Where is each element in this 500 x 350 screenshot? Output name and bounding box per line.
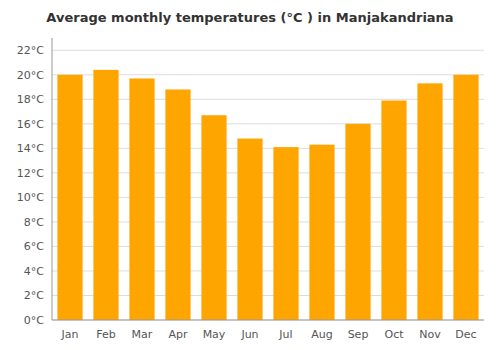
bar: [273, 147, 298, 320]
y-tick-label: 8°C: [24, 216, 44, 229]
x-tick-label: Jan: [61, 328, 79, 341]
y-tick-label: 20°C: [17, 69, 44, 82]
bar: [129, 78, 154, 320]
chart-svg: Average monthly temperatures (°C ) in Ma…: [0, 0, 500, 350]
y-tick-label: 10°C: [17, 191, 44, 204]
y-tick-label: 18°C: [17, 93, 44, 106]
y-tick-label: 4°C: [24, 265, 44, 278]
x-tick-label: Sep: [348, 328, 369, 341]
x-tick-label: Aug: [311, 328, 332, 341]
y-grid: [52, 50, 484, 320]
bar: [381, 101, 406, 320]
x-tick-label: Apr: [168, 328, 188, 341]
chart-container: Average monthly temperatures (°C ) in Ma…: [0, 0, 500, 350]
grid-line: [52, 50, 484, 51]
bar: [345, 124, 370, 320]
x-tick-label: Jun: [240, 328, 258, 341]
bar: [201, 115, 226, 320]
x-tick-label: Mar: [132, 328, 153, 341]
y-tick-label: 0°C: [24, 314, 44, 327]
bar: [237, 139, 262, 320]
y-tick-label: 16°C: [17, 118, 44, 131]
bar: [57, 75, 82, 320]
x-axis-line: [52, 320, 484, 321]
bar: [309, 145, 334, 320]
y-axis-line: [52, 38, 53, 320]
bar: [453, 75, 478, 320]
bar: [93, 70, 118, 320]
x-tick-label: Nov: [419, 328, 441, 341]
x-tick-label: Dec: [455, 328, 476, 341]
bar: [417, 83, 442, 320]
grid-line: [52, 320, 484, 321]
x-tick-label: Jul: [278, 328, 292, 341]
x-tick-label: May: [203, 328, 226, 341]
x-tick-label: Feb: [96, 328, 115, 341]
y-tick-label: 22°C: [17, 44, 44, 57]
y-tick-label: 14°C: [17, 142, 44, 155]
y-tick-label: 12°C: [17, 167, 44, 180]
bar: [165, 89, 190, 320]
bars: [57, 70, 478, 320]
y-tick-label: 6°C: [24, 240, 44, 253]
x-tick-label: Oct: [384, 328, 404, 341]
y-tick-label: 2°C: [24, 289, 44, 302]
chart-title: Average monthly temperatures (°C ) in Ma…: [46, 10, 453, 25]
